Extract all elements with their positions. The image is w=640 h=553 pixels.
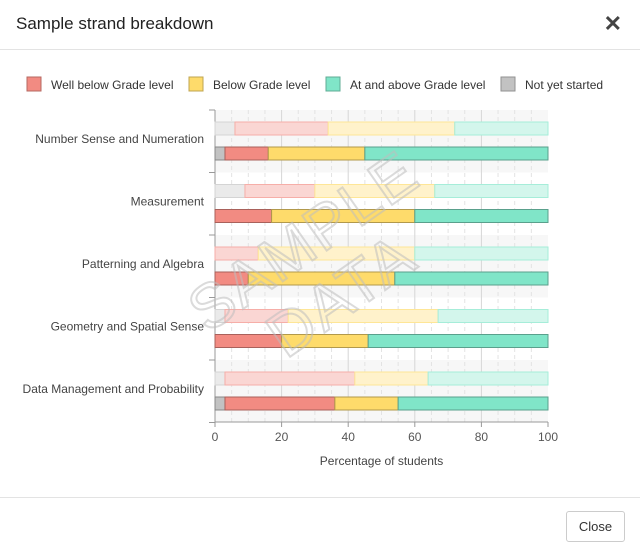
bar-measurement-row1-well-below-grade-level	[244, 184, 316, 198]
bar-data-management-and-probability-row1-below-grade-level	[354, 371, 429, 386]
modal-title: Sample strand breakdown	[16, 14, 214, 33]
bar-number-sense-and-numeration-row2-not-yet-started	[214, 146, 226, 161]
bar-patterning-and-algebra-row2-at-and-above-grade-level	[394, 271, 549, 286]
legend-swatch-well-below-grade-level	[26, 76, 42, 92]
bar-data-management-and-probability-row2-below-grade-level	[334, 396, 399, 411]
bar-measurement-row1-at-and-above-grade-level	[434, 184, 549, 198]
bar-number-sense-and-numeration-row1-not-yet-started	[214, 121, 236, 136]
bar-number-sense-and-numeration-row2-below-grade-level	[267, 146, 366, 161]
legend-label-below-grade-level: Below Grade level	[213, 78, 310, 92]
bar-measurement-row2-at-and-above-grade-level	[414, 209, 549, 223]
bar-number-sense-and-numeration-row2-well-below-grade-level	[224, 146, 269, 161]
category-label-patterning-and-algebra: Patterning and Algebra	[82, 257, 204, 271]
legend-label-not-yet-started: Not yet started	[525, 78, 603, 92]
modal-header: Sample strand breakdown ✕	[0, 0, 640, 50]
modal-footer: Close	[0, 497, 640, 553]
legend-label-well-below-grade-level: Well below Grade level	[51, 78, 174, 92]
bar-measurement-row2-well-below-grade-level	[214, 209, 273, 223]
bar-measurement-row1-not-yet-started	[214, 184, 246, 198]
bar-number-sense-and-numeration-row1-at-and-above-grade-level	[454, 121, 549, 136]
close-button[interactable]: Close	[566, 511, 625, 542]
bar-data-management-and-probability-row1-not-yet-started	[214, 371, 226, 386]
bar-number-sense-and-numeration-row1-well-below-grade-level	[234, 121, 329, 136]
x-tick-label: 80	[475, 430, 489, 444]
strand-chart: Well below Grade level Below Grade level A…	[0, 50, 640, 497]
x-tick-label: 60	[408, 430, 422, 444]
x-tick-label: 40	[342, 430, 356, 444]
legend-swatch-not-yet-started	[500, 76, 516, 92]
bar-data-management-and-probability-row1-at-and-above-grade-level	[427, 371, 549, 386]
bar-number-sense-and-numeration-row2-at-and-above-grade-level	[364, 146, 549, 161]
category-label-number-sense-and-numeration: Number Sense and Numeration	[35, 132, 204, 146]
legend-label-at-and-above-grade-level: At and above Grade level	[350, 78, 485, 92]
x-tick-label: 20	[275, 430, 289, 444]
x-axis-label: Percentage of students	[320, 454, 443, 468]
bar-patterning-and-algebra-row1-at-and-above-grade-level	[414, 246, 549, 261]
x-tick-label: 0	[212, 430, 219, 444]
legend-swatch-below-grade-level	[188, 76, 204, 92]
bar-data-management-and-probability-row2-at-and-above-grade-level	[397, 396, 549, 411]
bar-data-management-and-probability-row1-well-below-grade-level	[224, 371, 356, 386]
category-label-measurement: Measurement	[131, 195, 205, 209]
close-icon[interactable]: ✕	[603, 11, 622, 36]
x-tick-label: 100	[538, 430, 558, 444]
bar-data-management-and-probability-row2-well-below-grade-level	[224, 396, 336, 411]
bar-geometry-and-spatial-sense-row1-at-and-above-grade-level	[437, 309, 549, 323]
bar-data-management-and-probability-row2-not-yet-started	[214, 396, 226, 411]
bar-number-sense-and-numeration-row1-below-grade-level	[327, 121, 456, 136]
category-label-geometry-and-spatial-sense: Geometry and Spatial Sense	[51, 320, 205, 334]
category-label-data-management-and-probability: Data Management and Probability	[23, 382, 204, 396]
legend-swatch-at-and-above-grade-level	[325, 76, 341, 92]
strand-chart-svg: Well below Grade level Below Grade level A…	[23, 76, 603, 468]
bar-geometry-and-spatial-sense-row2-at-and-above-grade-level	[367, 334, 549, 348]
